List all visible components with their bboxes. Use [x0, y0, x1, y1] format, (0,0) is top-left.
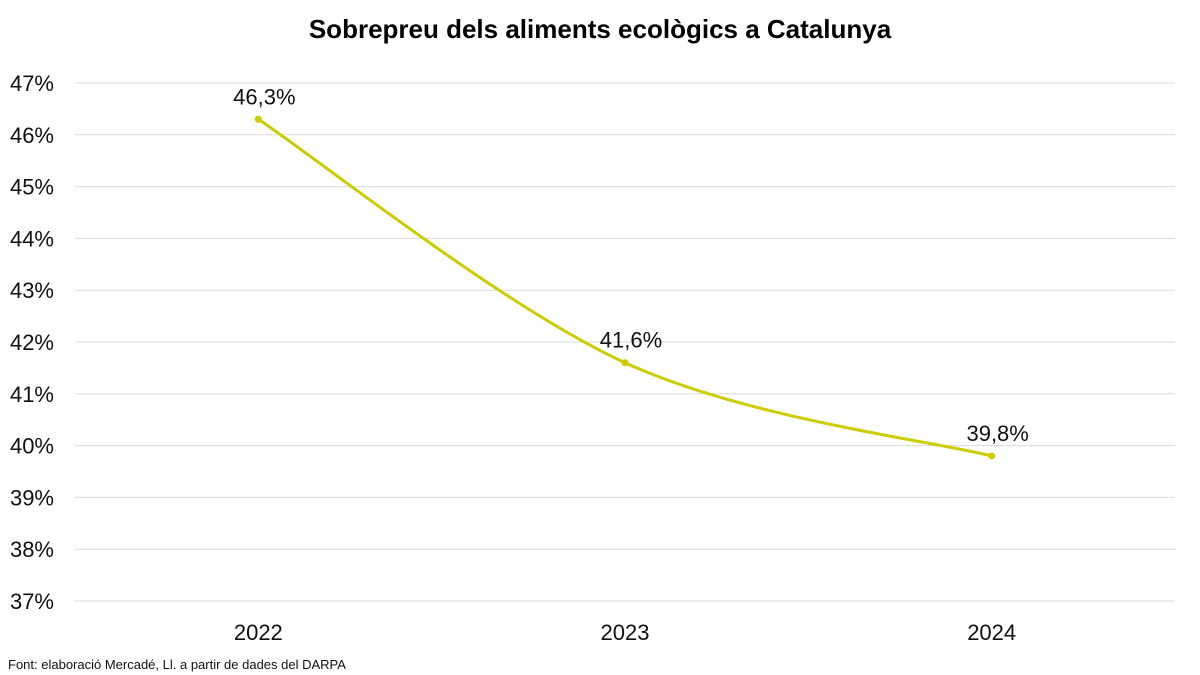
y-tick-label: 45%: [10, 175, 54, 200]
series-group: [254, 115, 996, 460]
y-tick-label: 46%: [10, 123, 54, 148]
x-axis-tick-labels: 2022 2023 2024: [234, 620, 1016, 645]
y-tick-label: 39%: [10, 485, 54, 510]
y-tick-label: 40%: [10, 434, 54, 459]
gridlines: [75, 82, 1175, 602]
chart-title: Sobrepreu dels aliments ecològics a Cata…: [309, 14, 892, 44]
y-axis-tick-labels: 37% 38% 39% 40% 41% 42% 43% 44% 45% 46% 47%: [10, 71, 54, 614]
y-tick-label: 42%: [10, 330, 54, 355]
y-tick-label: 37%: [10, 589, 54, 614]
data-point: [621, 359, 629, 367]
data-point: [988, 452, 996, 460]
x-tick-label: 2023: [601, 620, 650, 645]
data-label: 41,6%: [600, 328, 662, 353]
y-tick-label: 47%: [10, 71, 54, 96]
data-label: 39,8%: [966, 421, 1028, 446]
x-tick-label: 2022: [234, 620, 283, 645]
y-tick-label: 43%: [10, 278, 54, 303]
data-labels: 46,3% 41,6% 39,8%: [233, 84, 1029, 446]
data-point: [254, 115, 262, 123]
y-tick-label: 44%: [10, 226, 54, 251]
y-tick-label: 41%: [10, 382, 54, 407]
x-tick-label: 2024: [967, 620, 1016, 645]
data-label: 46,3%: [233, 84, 295, 109]
series-line: [256, 117, 994, 458]
y-tick-label: 38%: [10, 537, 54, 562]
source-note: Font: elaboració Mercadé, Ll. a partir d…: [8, 657, 346, 672]
